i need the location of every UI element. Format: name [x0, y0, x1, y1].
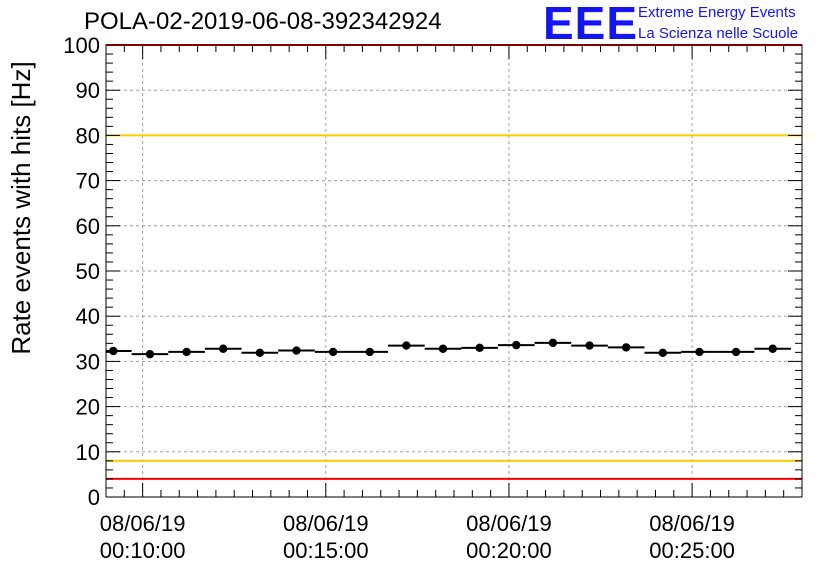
- data-point: [585, 341, 594, 350]
- grid: [106, 45, 802, 497]
- data-point: [438, 344, 448, 353]
- logo-text-line2: La Scienza nelle Scuole: [638, 25, 799, 42]
- x-tick-date-label: 08/06/19: [466, 511, 552, 536]
- y-tick-label: 40: [76, 304, 100, 329]
- data-point: [621, 343, 631, 352]
- x-tick-date-label: 08/06/19: [283, 511, 369, 536]
- data-point: [182, 347, 191, 357]
- y-tick-label: 60: [76, 214, 100, 239]
- y-tick-label: 0: [88, 485, 100, 510]
- y-tick-label: 90: [76, 78, 100, 103]
- x-tick-date-label: 08/06/19: [649, 511, 735, 536]
- data-point: [145, 349, 155, 359]
- data-point: [402, 341, 411, 350]
- data-point: [548, 338, 558, 348]
- y-tick-label: 100: [63, 33, 100, 58]
- data-point: [365, 347, 374, 357]
- y-tick-label: 20: [76, 395, 100, 420]
- data-point: [109, 346, 118, 356]
- data-point: [768, 344, 777, 353]
- y-tick-label: 80: [76, 123, 100, 148]
- data-point: [512, 340, 521, 350]
- data-point: [219, 344, 228, 353]
- y-tick-label: 10: [76, 440, 100, 465]
- chart-title: POLA-02-2019-06-08-392342924: [84, 8, 442, 35]
- x-tick-time-label: 00:20:00: [466, 538, 552, 563]
- x-tick-time-label: 00:25:00: [649, 538, 735, 563]
- data-point: [292, 346, 301, 355]
- reference-lines: [106, 44, 802, 480]
- data-point: [731, 347, 741, 357]
- x-tick-time-label: 00:15:00: [283, 538, 369, 563]
- data-point: [695, 347, 704, 357]
- data-point: [658, 348, 667, 358]
- data-series: [106, 338, 792, 359]
- axes: 010203040506070809010008/06/1900:10:0008…: [63, 33, 803, 563]
- data-point: [328, 347, 338, 357]
- y-tick-label: 30: [76, 349, 100, 374]
- data-point: [255, 348, 265, 358]
- y-tick-label: 50: [76, 259, 100, 284]
- x-tick-time-label: 00:10:00: [100, 538, 186, 563]
- y-axis-label: Rate events with hits [Hz]: [6, 61, 36, 354]
- data-point: [475, 343, 484, 353]
- eee-logo: EEE: [543, 0, 639, 49]
- y-tick-label: 70: [76, 169, 100, 194]
- logo-text-line1: Extreme Energy Events: [638, 4, 796, 21]
- x-tick-date-label: 08/06/19: [100, 511, 186, 536]
